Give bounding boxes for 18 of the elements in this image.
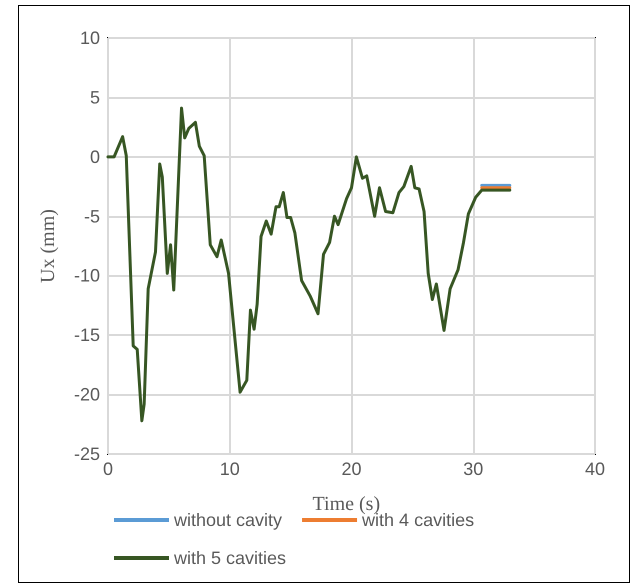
legend-label: with 5 cavities	[173, 548, 286, 568]
y-tick-label: -25	[74, 444, 100, 464]
y-tick-label: 10	[80, 28, 100, 48]
y-tick-label: 5	[90, 87, 100, 108]
x-tick-label: 10	[220, 459, 240, 479]
y-tick-label: 0	[90, 146, 100, 167]
y-tick-label: -5	[84, 206, 100, 226]
y-tick-label: -15	[74, 325, 100, 346]
x-axis-title: Time (s)	[312, 493, 380, 515]
y-axis-title: Ux (mm)	[37, 209, 59, 283]
x-tick-label: 40	[584, 459, 606, 479]
y-tick-label: -20	[74, 384, 100, 405]
x-tick-label: 30	[463, 459, 484, 479]
line-series	[106, 106, 512, 422]
legend-label: without cavity	[173, 510, 282, 530]
x-tick-label: 0	[102, 459, 114, 479]
y-tick-label: -10	[74, 266, 100, 286]
x-tick-label: 20	[341, 459, 362, 479]
